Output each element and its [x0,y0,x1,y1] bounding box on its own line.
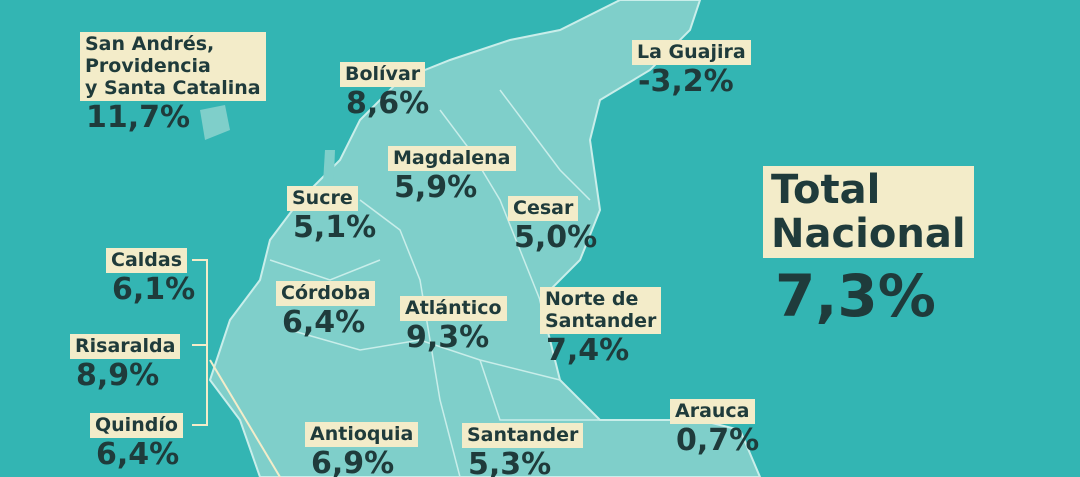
region-label: Caldas 6,1% [106,248,195,305]
name-line: Antioquia [310,423,414,445]
name-line: Providencia [85,55,211,77]
name-line: y Santa Catalina [85,77,261,99]
region-label: La Guajira -3,2% [632,40,751,97]
region-name: Magdalena [388,146,516,171]
region-name: Risaralda [70,334,181,359]
region-name: Sucre [287,186,358,211]
region-name: Norte de Santander [540,287,662,334]
region-name: Antioquia [305,422,419,447]
name-line: La Guajira [637,41,746,63]
name-line: Caldas [111,249,183,271]
region-label: Santander 5,3% [462,423,584,477]
region-value: 5,3% [468,447,552,477]
region-value: 5,9% [394,170,478,205]
region-label: Arauca 0,7% [670,399,759,456]
region-name: Cesar [508,196,579,221]
region-value: -3,2% [638,64,734,99]
name-line: Bolívar [345,63,421,85]
name-line: Magdalena [393,147,511,169]
region-label: Sucre 5,1% [287,186,376,243]
region-value: 5,0% [514,220,598,255]
region-name: Córdoba [276,281,376,306]
region-value: 9,3% [406,320,490,355]
name-line: Quindío [95,414,178,436]
region-label: Cesar 5,0% [508,196,597,253]
region-value: 6,9% [311,446,395,477]
region-name: Quindío [90,413,183,438]
region-label: Quindío 6,4% [90,413,183,470]
name-line: Nacional [771,211,966,257]
name-line: Risaralda [75,335,176,357]
region-name: Santander [462,423,584,448]
region-name: Arauca [670,399,755,424]
region-name: La Guajira [632,40,751,65]
region-value: 6,4% [282,305,366,340]
region-name: Atlántico [400,296,507,321]
bracket [192,259,281,477]
name-line: Cesar [513,197,574,219]
region-value: 7,3% [775,262,936,330]
region-value: 5,1% [293,210,377,245]
region-value: 11,7% [86,100,191,135]
region-value: 7,4% [546,333,630,368]
name-line: Santander [545,310,657,332]
region-label: Antioquia 6,9% [305,422,419,477]
region-value: 8,6% [346,86,430,121]
region-name: Total Nacional [763,166,974,258]
name-line: Arauca [675,400,750,422]
region-value: 6,1% [112,272,196,307]
region-label: Total Nacional 7,3% [763,166,974,326]
region-value: 0,7% [676,423,760,458]
region-name: Caldas [106,248,188,273]
island-shape [200,105,230,140]
name-line: Atlántico [405,297,502,319]
region-value: 6,4% [96,437,180,472]
region-label: Atlántico 9,3% [400,296,507,353]
region-value: 8,9% [76,358,160,393]
name-line: Córdoba [281,282,371,304]
region-label: Risaralda 8,9% [70,334,181,393]
region-label: Norte de Santander 7,4% [540,287,662,368]
region-name: Bolívar [340,62,426,87]
name-line: Sucre [292,187,353,209]
name-line: Santander [467,424,579,446]
name-line: San Andrés, [85,33,215,55]
region-label: Córdoba 6,4% [276,281,376,340]
region-label: San Andrés, Providencia y Santa Catalina 11… [80,32,266,133]
name-line: Norte de [545,288,639,310]
name-line: Total [771,167,881,213]
country-shape [208,0,762,477]
region-label: Bolívar 8,6% [340,62,429,119]
region-name: San Andrés, Providencia y Santa Catalina [80,32,266,101]
region-label: Magdalena 5,9% [388,146,516,203]
